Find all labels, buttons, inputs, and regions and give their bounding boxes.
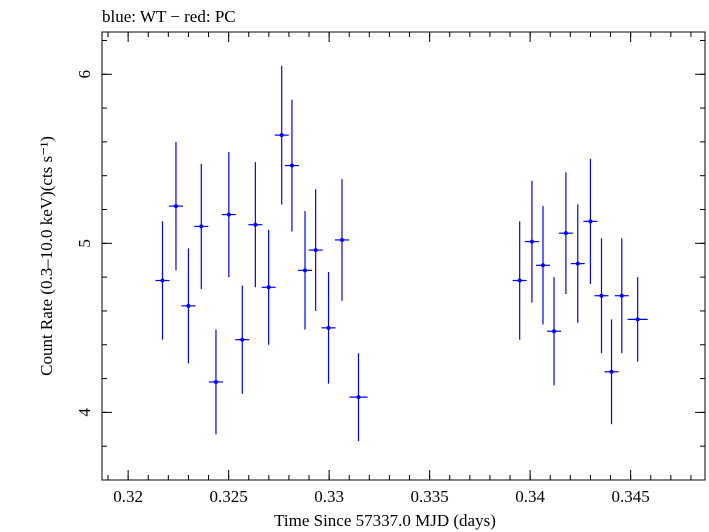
x-tick-label: 0.32 [113,487,143,506]
data-marker [517,278,522,283]
data-point [535,206,551,325]
chart-title: blue: WT − red: PC [102,7,236,26]
x-tick-label: 0.33 [314,487,344,506]
data-point [297,211,313,330]
data-point [512,221,527,340]
data-marker [160,278,165,283]
data-marker [213,379,218,384]
x-tick-labels: 0.32 0.325 0.33 0.335 0.34 0.345 [113,487,650,506]
y-tick-label: 5 [75,239,94,248]
data-point [604,319,619,425]
data-marker [313,248,318,253]
data-marker [552,329,557,334]
y-tick-label: 6 [75,70,94,79]
data-marker [289,163,294,168]
data-point [583,158,598,284]
axis-ticks [102,32,705,481]
data-marker [635,317,640,322]
data-point [168,141,184,271]
data-point [235,285,250,394]
data-marker [599,293,604,298]
data-point [274,65,289,205]
data-point [349,353,368,442]
data-marker [563,231,568,236]
data-marker [540,263,545,268]
x-tick-label: 0.335 [411,487,449,506]
data-marker [609,369,614,374]
data-point [155,221,170,340]
plot-frame [101,31,706,481]
data-point [181,248,196,364]
data-point [594,238,609,354]
data-point [221,152,236,278]
data-marker [226,212,231,217]
data-point [194,163,209,289]
data-marker [173,204,178,209]
y-axis-label: Count Rate (0.3–10.0 keV)(cts s⁻¹) [37,136,56,376]
data-points [155,65,648,442]
x-tick-label: 0.345 [612,487,650,506]
data-marker [199,224,204,229]
data-marker [326,325,331,330]
x-tick-label: 0.325 [210,487,248,506]
y-tick-labels: 4 5 6 [75,70,94,417]
data-marker [356,395,361,400]
data-marker [253,222,258,227]
x-axis-label: Time Since 57337.0 MJD (days) [274,511,496,530]
data-point [614,238,629,354]
data-marker [339,237,344,242]
data-point [248,162,263,288]
data-point [558,172,573,295]
data-marker [279,133,284,138]
data-marker [588,219,593,224]
data-point [308,189,323,311]
data-point [570,204,585,323]
data-point [547,277,562,386]
data-point [334,179,350,301]
data-marker [240,337,245,342]
data-point [321,272,336,384]
data-marker [529,239,534,244]
data-marker [575,261,580,266]
data-marker [266,285,271,290]
data-marker [186,303,191,308]
data-marker [619,293,624,298]
data-point [284,99,299,232]
data-point [524,180,539,303]
data-point [261,229,276,345]
data-point [208,329,224,435]
data-marker [303,268,308,273]
x-tick-label: 0.34 [515,487,545,506]
data-point [627,277,648,362]
y-tick-label: 4 [75,408,94,417]
